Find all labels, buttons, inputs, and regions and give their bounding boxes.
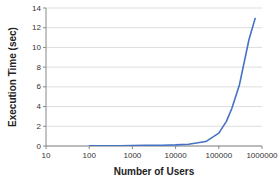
x-tick-label: 10: [42, 151, 51, 160]
grid-line: [46, 126, 262, 127]
y-axis-line: [46, 8, 47, 146]
x-tick-label: 1000: [124, 151, 142, 160]
grid: [46, 8, 262, 146]
grid-line: [46, 47, 262, 48]
chart-container: 0 2 4 6 8 10 12 14 10 100 1000 10000 100000 1000000 Nu…: [0, 0, 280, 180]
y-tick-label: 2: [37, 122, 42, 131]
x-tick-label: 100: [83, 151, 97, 160]
y-tick-label: 14: [32, 4, 41, 13]
y-tick-label: 8: [37, 63, 42, 72]
y-tick-label: 6: [37, 82, 42, 91]
axes: 0 2 4 6 8 10 12 14 10 100 1000 10000 100000 1000000: [32, 4, 278, 161]
plot-area: [89, 18, 255, 146]
y-axis-label: Execution Time (sec): [7, 27, 18, 127]
y-tick-label: 0: [37, 142, 42, 151]
y-tick-label: 12: [32, 23, 41, 32]
grid-line: [46, 86, 262, 87]
x-tick-label: 100000: [205, 151, 232, 160]
grid-line: [46, 67, 262, 68]
x-tick-label: 1000000: [246, 151, 278, 160]
grid-line: [46, 106, 262, 107]
y-tick-label: 4: [37, 102, 42, 111]
line: [89, 18, 255, 146]
x-tick-label: 10000: [164, 151, 187, 160]
y-tick-label: 10: [32, 43, 41, 52]
x-axis-label: Number of Users: [114, 166, 195, 177]
chart: 0 2 4 6 8 10 12 14 10 100 1000 10000 100000 1000000 Nu…: [0, 0, 280, 180]
grid-line: [46, 27, 262, 28]
grid-line: [46, 8, 262, 9]
